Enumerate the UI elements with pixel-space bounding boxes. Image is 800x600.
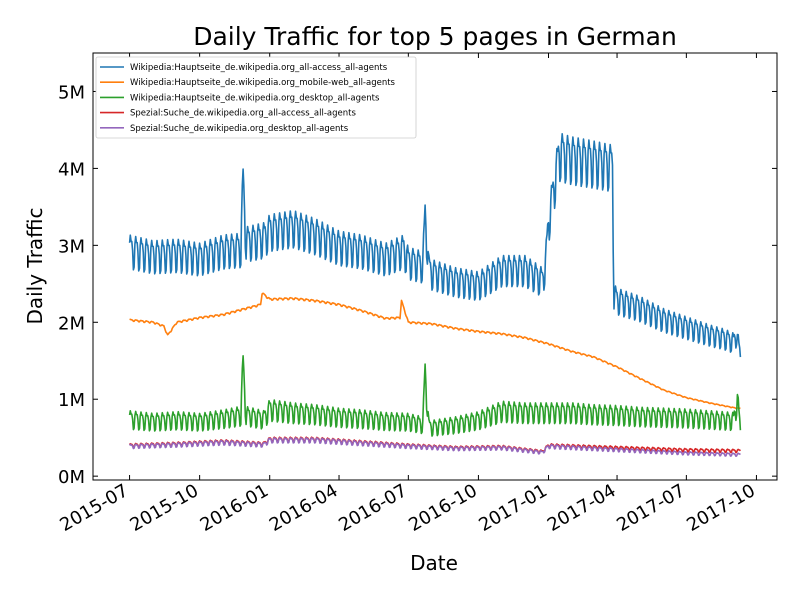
series-line-0 [128,133,742,358]
y-tick-label-5: 5M [58,82,85,103]
legend-label-4: Spezial:Suche_de.wikipedia.org_desktop_a… [130,124,349,134]
legend-label-0: Wikipedia:Hauptseite_de.wikipedia.org_al… [130,63,388,73]
y-tick-label-3: 3M [58,236,85,257]
y-tick-label-1: 1M [58,390,85,411]
chart-title: Daily Traffic for top 5 pages in German [193,22,677,51]
series-line-1 [129,292,741,410]
x-axis-label: Date [410,551,458,575]
legend-frame [95,56,417,139]
y-tick-label-0: 0M [58,467,85,488]
series-line-4 [128,437,741,458]
plot-frame [92,52,778,481]
series-layer [128,133,742,458]
y-tick-label-2: 2M [58,313,85,334]
series-line-2 [128,354,742,437]
y-axis-label: Daily Traffic [23,207,47,324]
legend-label-1: Wikipedia:Hauptseite_de.wikipedia.org_mo… [130,78,396,88]
y-tick-label-4: 4M [58,159,85,180]
legend-label-3: Spezial:Suche_de.wikipedia.org_all-acces… [130,109,356,119]
legend-label-2: Wikipedia:Hauptseite_de.wikipedia.org_de… [130,93,380,103]
legend: Wikipedia:Hauptseite_de.wikipedia.org_al… [95,56,417,139]
